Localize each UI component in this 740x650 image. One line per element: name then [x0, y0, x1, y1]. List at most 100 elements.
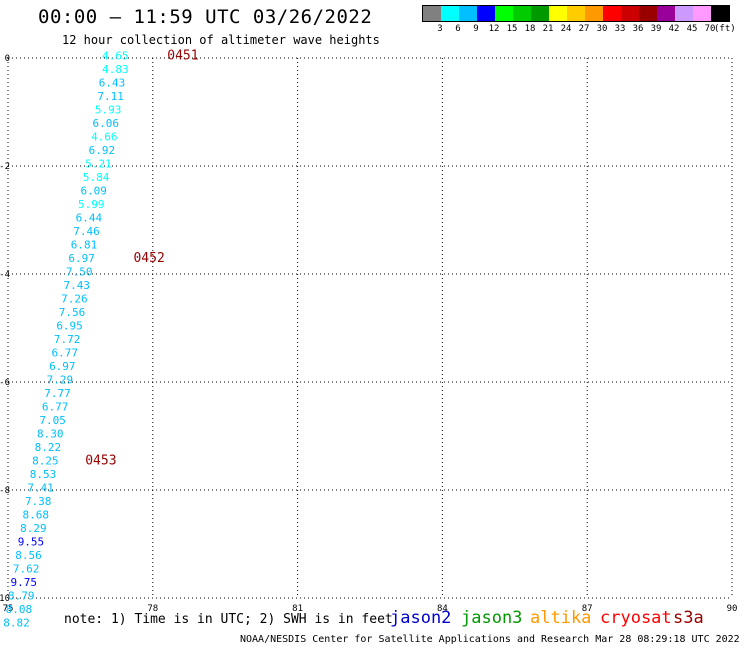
- wave-height-label: 7.50: [66, 265, 93, 278]
- page-title: 00:00 – 11:59 UTC 03/26/2022: [38, 6, 373, 28]
- wave-height-label: 4.83: [102, 63, 129, 76]
- legend-swatch: [693, 6, 711, 21]
- wave-height-label: 7.41: [27, 481, 54, 494]
- time-marks: 0451 0452 0453: [85, 48, 198, 468]
- wave-height-label: 6.92: [89, 144, 116, 157]
- legend-swatch: [621, 6, 639, 21]
- wave-height-label: 7.26: [61, 292, 88, 305]
- legend-swatches: [422, 5, 730, 22]
- wave-height-label: 5.93: [95, 103, 122, 116]
- legend-swatch: [711, 6, 729, 21]
- map-grid: [7, 57, 733, 599]
- wave-height-label: 7.72: [54, 333, 81, 346]
- legend-label: 27: [578, 24, 590, 34]
- wave-height-label: 6.09: [80, 184, 107, 197]
- wave-height-label: 8.22: [35, 441, 62, 454]
- wave-height-label: 6.81: [71, 238, 98, 251]
- color-legend: 70 45 42 39 36 33 30 27 24 21 18 15 12 9 6 3 (ft): [422, 5, 736, 36]
- wave-height-label: 8.30: [37, 427, 64, 440]
- wave-height-label: 6.97: [49, 360, 76, 373]
- time-mark: 0451: [167, 48, 198, 63]
- wave-height-label: 8.53: [30, 468, 57, 481]
- measurement-labels: 4.654.836.437.115.936.064.666.925.215.84…: [3, 49, 128, 629]
- wave-height-label: 8.08: [6, 603, 33, 616]
- legend-label: 21: [542, 24, 554, 34]
- wave-height-label: 6.95: [56, 319, 83, 332]
- legend-labels: 70 45 42 39 36 33 30 27 24 21 18 15 12 9 6 3 (ft): [422, 22, 735, 36]
- wave-height-label: 6.44: [76, 211, 103, 224]
- wave-height-label: 8.79: [8, 589, 35, 602]
- legend-swatch: [513, 6, 531, 21]
- legend-swatch: [423, 6, 441, 21]
- legend-swatch: [477, 6, 495, 21]
- legend-label: 24: [560, 24, 572, 34]
- wave-height-label: 7.77: [44, 387, 71, 400]
- y-tick-label: -4: [0, 270, 10, 280]
- wave-height-label: 7.05: [39, 414, 66, 427]
- y-tick-label: -2: [0, 162, 10, 172]
- y-tick-label: -6: [0, 378, 10, 388]
- wave-height-label: 4.65: [102, 49, 129, 62]
- satellite-altika: altika: [530, 608, 592, 628]
- wave-height-label: 6.97: [68, 252, 95, 265]
- legend-swatch: [657, 6, 675, 21]
- x-tick-label: 84: [437, 604, 448, 614]
- satellite-jason3: jason3: [461, 608, 523, 628]
- x-tick-label: 75: [3, 604, 14, 614]
- legend-swatch: [585, 6, 603, 21]
- page-subtitle: 12 hour collection of altimeter wave hei…: [62, 33, 380, 47]
- legend-label: 30: [596, 24, 608, 34]
- legend-label: 39: [650, 24, 662, 34]
- wave-height-label: 7.46: [73, 225, 100, 238]
- wave-height-label: 7.38: [25, 495, 52, 508]
- time-mark: 0453: [85, 453, 116, 468]
- wave-height-label: 8.29: [20, 522, 47, 535]
- legend-swatch: [567, 6, 585, 21]
- legend-swatch: [603, 6, 621, 21]
- wave-height-label: 6.77: [42, 400, 69, 413]
- legend-label: 36: [632, 24, 644, 34]
- legend-label: 3: [437, 24, 443, 34]
- wave-height-label: 5.84: [83, 171, 110, 184]
- wave-height-label: 7.43: [64, 279, 91, 292]
- x-tick-label: 81: [292, 604, 303, 614]
- wave-height-label: 9.55: [18, 535, 45, 548]
- legend-label: 9: [473, 24, 479, 34]
- legend-swatch: [639, 6, 657, 21]
- legend-label: 12: [488, 24, 500, 34]
- wave-height-label: 6.77: [51, 346, 78, 359]
- wave-height-label: 8.68: [23, 508, 50, 521]
- wave-height-label: 6.06: [93, 117, 120, 130]
- legend-swatch: [675, 6, 693, 21]
- legend-swatch: [549, 6, 567, 21]
- legend-label: 15: [506, 24, 518, 34]
- wave-height-label: 8.25: [32, 454, 59, 467]
- x-tick-label: 90: [727, 604, 738, 614]
- wave-height-label: 7.29: [47, 373, 74, 386]
- wave-height-label: 5.99: [78, 198, 105, 211]
- x-tick-label: 78: [147, 604, 158, 614]
- y-tick-label: 0: [5, 54, 10, 64]
- legend-label: 18: [524, 24, 536, 34]
- wave-height-label: 5.21: [85, 157, 112, 170]
- legend-label: 70: [704, 24, 716, 34]
- legend-swatch: [441, 6, 459, 21]
- satellite-cryosat: cryosat: [600, 608, 672, 628]
- satellite-jason2: jason2: [390, 608, 452, 628]
- legend-label: 6: [455, 24, 461, 34]
- satellite-s3a: s3a: [673, 608, 704, 628]
- axis-ticks: 75 78 81 84 87 90 0 -2 -4 -6 -8 -10: [0, 54, 737, 614]
- legend-swatch: [459, 6, 477, 21]
- legend-swatch: [531, 6, 549, 21]
- x-tick-label: 87: [582, 604, 593, 614]
- time-mark: 0452: [133, 251, 164, 266]
- note-text: note: 1) Time is in UTC; 2) SWH is in fe…: [64, 612, 393, 627]
- wave-height-label: 7.11: [97, 90, 124, 103]
- wave-height-label: 9.75: [10, 576, 37, 589]
- legend-swatch: [495, 6, 513, 21]
- y-tick-label: -8: [0, 486, 10, 496]
- wave-height-label: 7.62: [13, 562, 40, 575]
- wave-height-label: 8.82: [3, 616, 30, 629]
- legend-label: 45: [686, 24, 698, 34]
